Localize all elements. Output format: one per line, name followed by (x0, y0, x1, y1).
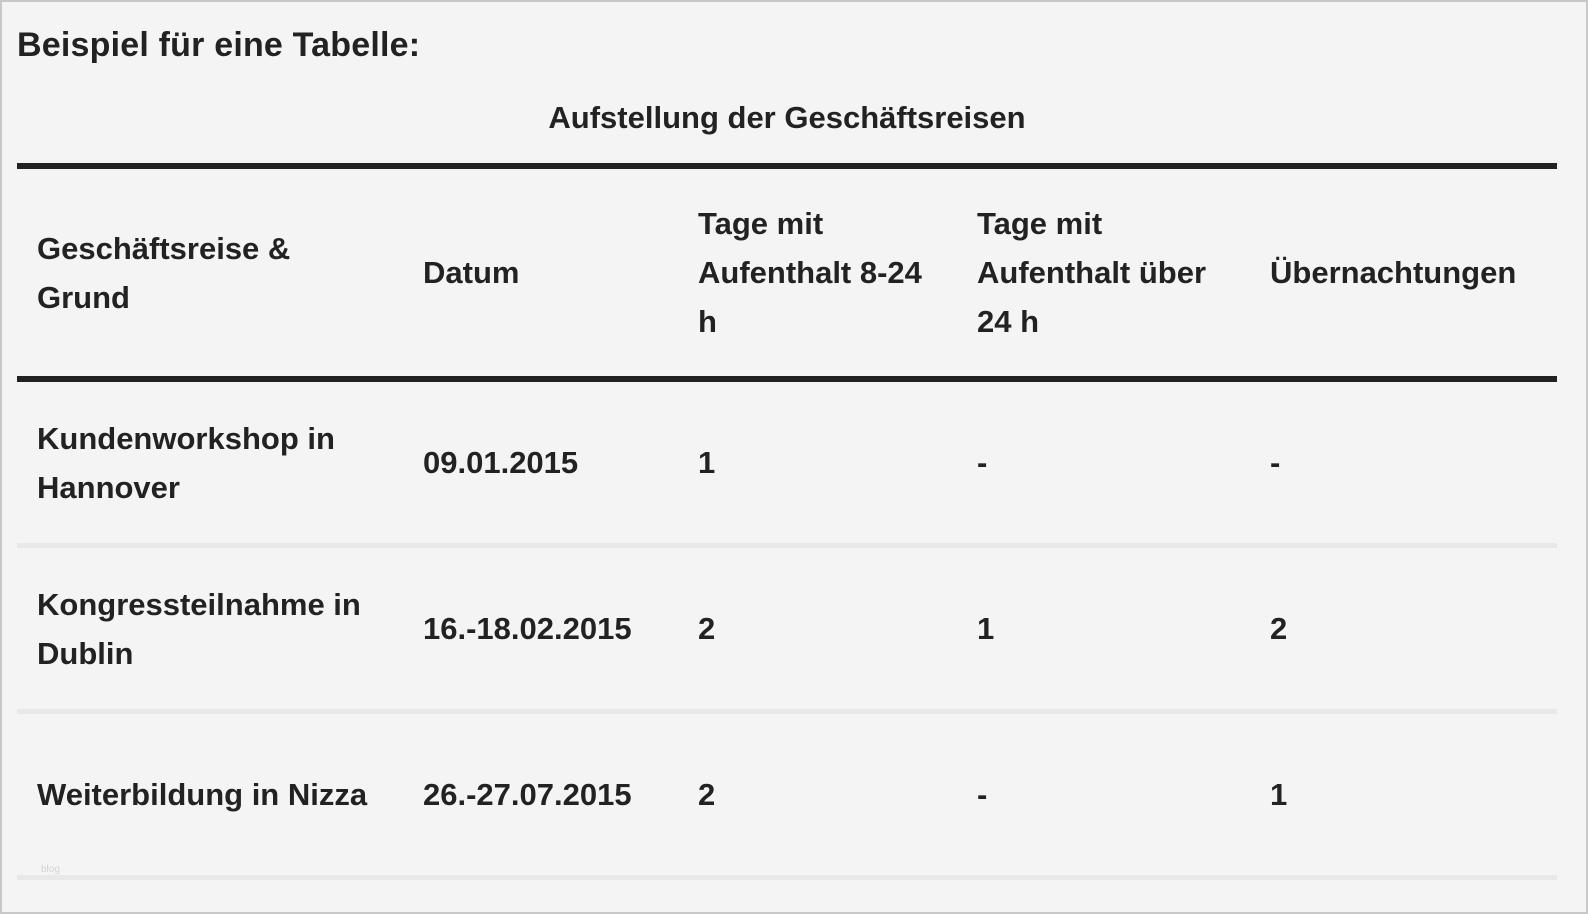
cell-overnight-stays: - (1270, 445, 1281, 480)
business-trips-table: Geschäftsreise & Grund Datum Tage mit Au… (17, 163, 1557, 880)
table-row: Kundenworkshop in Hannover 09.01.2015 1 … (17, 379, 1557, 546)
column-header-overnight-stays: Übernachtungen (1270, 255, 1517, 290)
cell-date: 16.-18.02.2015 (423, 611, 632, 646)
column-header-date: Datum (423, 255, 520, 290)
table-row: Kongressteilnahme in Dublin 16.-18.02.20… (17, 546, 1557, 712)
cell-days-8-24h: 2 (698, 611, 716, 646)
cell-days-over-24h: - (977, 445, 988, 480)
cell-days-over-24h: 1 (977, 611, 995, 646)
cell-date: 09.01.2015 (423, 445, 579, 480)
section-heading: Beispiel für eine Tabelle: (17, 26, 421, 64)
cell-days-8-24h: 2 (698, 777, 716, 812)
column-header-trip: Geschäftsreise & Grund (37, 230, 291, 315)
cell-overnight-stays: 1 (1270, 777, 1288, 812)
cell-trip: Kongressteilnahme in Dublin (37, 586, 361, 671)
column-header-days-over-24h: Tage mit Aufenthalt über 24 h (977, 206, 1207, 339)
cell-overnight-stays: 2 (1270, 611, 1288, 646)
table-row: Weiterbildung in Nizza 26.-27.07.2015 2 … (17, 712, 1557, 878)
watermark: blog (41, 864, 60, 875)
cell-date: 26.-27.07.2015 (423, 777, 632, 812)
cell-days-8-24h: 1 (698, 445, 716, 480)
cell-trip: Weiterbildung in Nizza (37, 777, 368, 812)
column-header-days-8-24h: Tage mit Aufenthalt 8-24 h (698, 206, 922, 339)
table-caption: Aufstellung der Geschäftsreisen (548, 100, 1026, 135)
cell-trip: Kundenworkshop in Hannover (37, 420, 335, 505)
table-header-row: Geschäftsreise & Grund Datum Tage mit Au… (17, 166, 1557, 379)
cell-days-over-24h: - (977, 777, 988, 812)
